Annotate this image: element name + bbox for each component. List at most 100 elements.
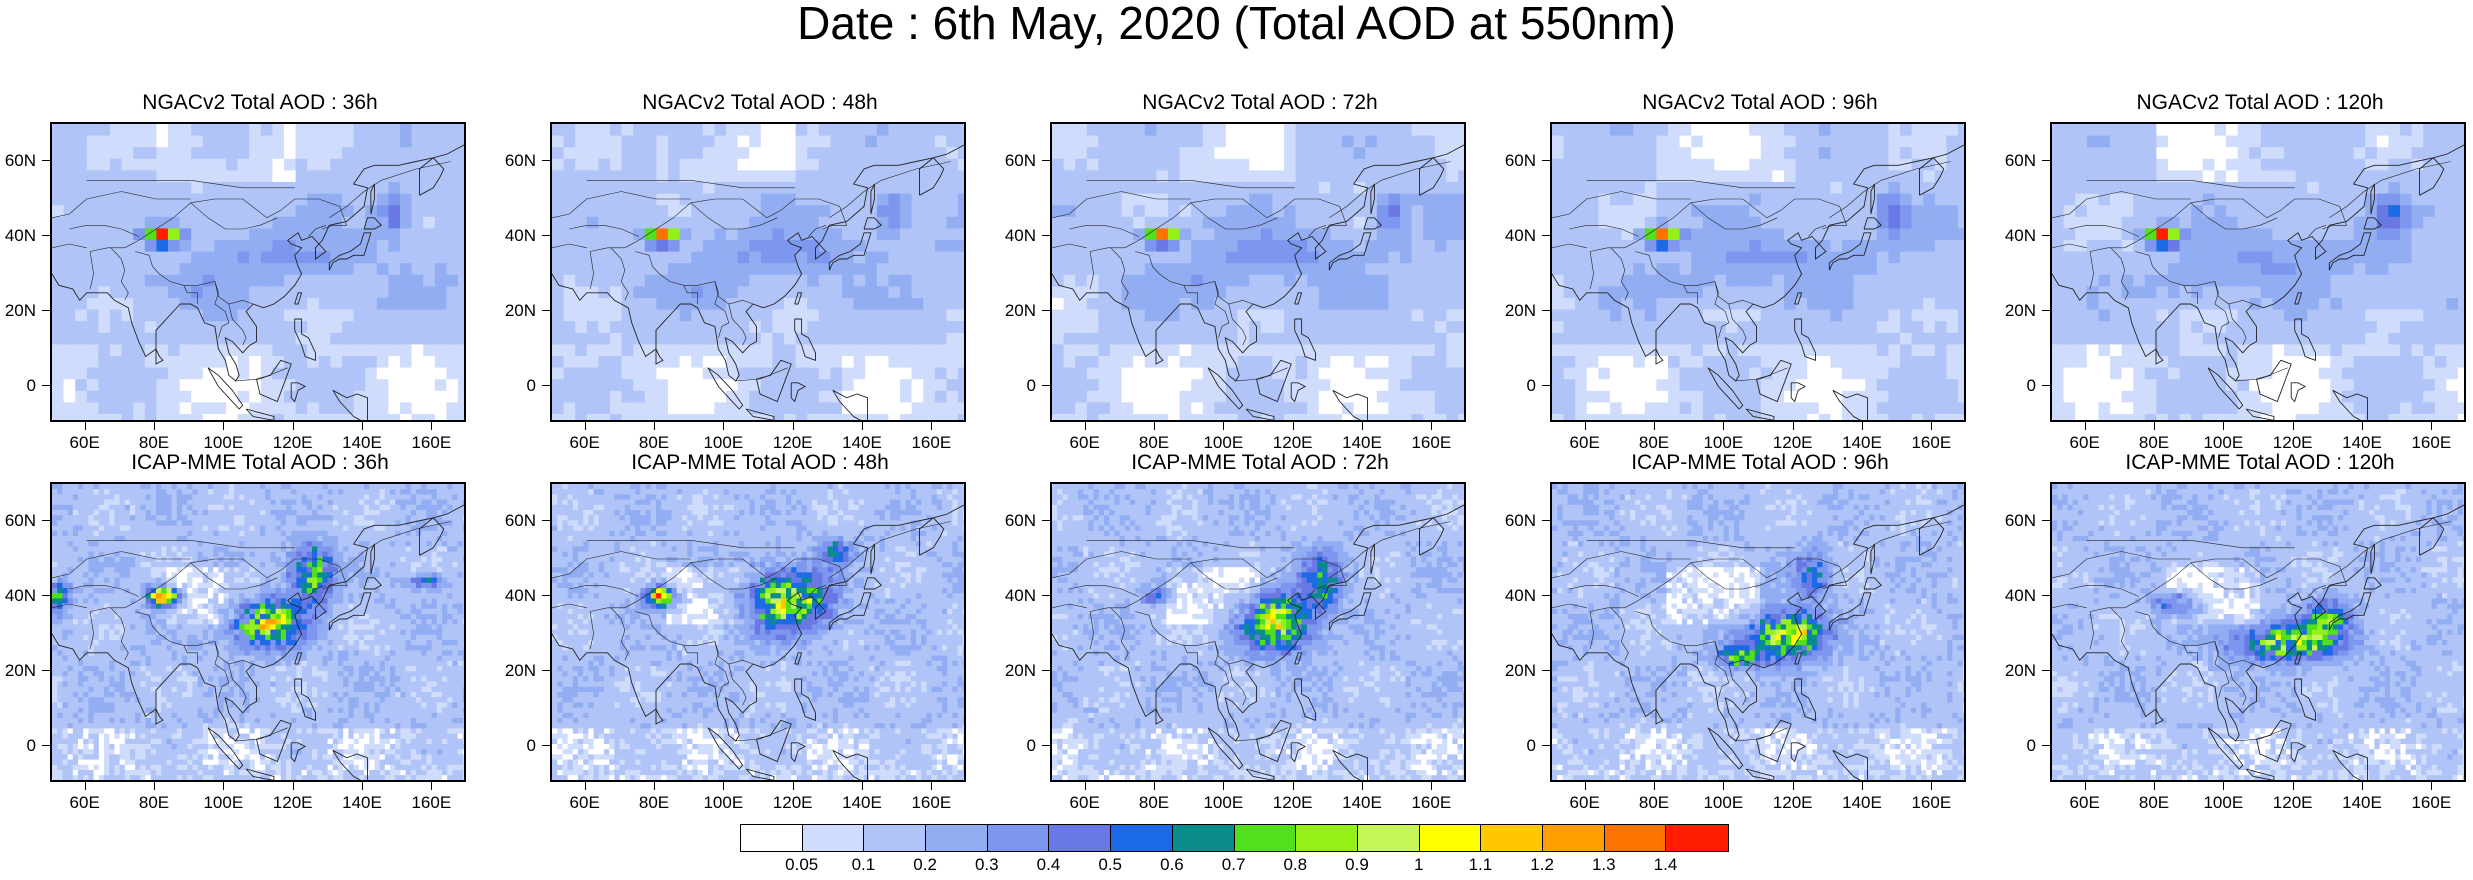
lon-tick	[431, 422, 432, 430]
lat-tick	[1042, 670, 1050, 671]
aod-field	[552, 124, 966, 422]
lon-tick	[1723, 422, 1724, 430]
lon-tick	[2431, 782, 2432, 790]
lat-tick	[42, 235, 50, 236]
lat-tick	[1542, 670, 1550, 671]
lat-tick	[1542, 595, 1550, 596]
lon-tick-label: 80E	[2124, 794, 2184, 811]
lon-tick	[1585, 782, 1586, 790]
colorbar-swatch	[1666, 825, 1728, 851]
lon-tick-label: 160E	[901, 434, 961, 451]
lon-tick	[931, 782, 932, 790]
lon-tick-label: 140E	[1832, 434, 1892, 451]
aod-map	[1552, 484, 1966, 782]
lon-tick	[2293, 782, 2294, 790]
lat-tick	[542, 160, 550, 161]
colorbar-label: 1.4	[1641, 856, 1691, 873]
colorbar-swatch	[741, 825, 803, 851]
lon-tick-label: 60E	[555, 434, 615, 451]
colorbar-swatch	[1049, 825, 1111, 851]
lat-tick-label: 40N	[500, 227, 536, 244]
lon-tick-label: 60E	[1055, 434, 1115, 451]
lat-tick-label: 0	[1500, 737, 1536, 754]
lon-tick	[1154, 782, 1155, 790]
colorbar-swatch	[864, 825, 926, 851]
aod-map	[52, 484, 466, 782]
colorbar-swatch	[1173, 825, 1235, 851]
colorbar-label: 0.6	[1147, 856, 1197, 873]
lon-tick	[723, 782, 724, 790]
lat-tick-label: 20N	[500, 662, 536, 679]
lat-tick-label: 60N	[0, 152, 36, 169]
lat-tick-label: 0	[500, 377, 536, 394]
lat-tick	[1542, 310, 1550, 311]
lon-tick-label: 100E	[1693, 434, 1753, 451]
lat-tick-label: 20N	[0, 662, 36, 679]
lon-tick	[2223, 422, 2224, 430]
aod-field	[2052, 484, 2466, 782]
lon-tick-label: 120E	[763, 434, 823, 451]
lat-tick-label: 20N	[2000, 662, 2036, 679]
lon-tick-label: 160E	[1401, 434, 1461, 451]
colorbar-label: 0.9	[1332, 856, 1382, 873]
lat-tick	[42, 745, 50, 746]
lon-tick	[2223, 782, 2224, 790]
colorbar-label: 1.2	[1517, 856, 1567, 873]
lon-tick-label: 80E	[1124, 434, 1184, 451]
map-area	[2050, 482, 2466, 782]
lon-tick	[1362, 422, 1363, 430]
lon-tick	[862, 782, 863, 790]
lat-tick	[2042, 745, 2050, 746]
lon-tick-label: 60E	[1555, 794, 1615, 811]
lon-tick	[1793, 422, 1794, 430]
lon-tick	[585, 782, 586, 790]
colorbar-label: 0.8	[1270, 856, 1320, 873]
lat-tick	[542, 520, 550, 521]
panel-title: NGACv2 Total AOD : 120h	[2050, 90, 2470, 116]
lat-tick	[1542, 520, 1550, 521]
lon-tick	[1931, 422, 1932, 430]
lon-tick-label: 120E	[1263, 434, 1323, 451]
colorbar-swatch	[1111, 825, 1173, 851]
lon-tick	[654, 422, 655, 430]
colorbar-swatch	[1420, 825, 1482, 851]
aod-field	[1552, 124, 1966, 422]
aod-map	[2052, 484, 2466, 782]
figure-title: Date : 6th May, 2020 (Total AOD at 550nm…	[0, 0, 2473, 50]
lat-tick-label: 40N	[0, 587, 36, 604]
lon-tick-label: 60E	[555, 794, 615, 811]
colorbar-swatch	[1358, 825, 1420, 851]
lon-tick	[1723, 782, 1724, 790]
lon-tick-label: 80E	[1124, 794, 1184, 811]
aod-colorbar	[740, 824, 1729, 852]
lon-tick-label: 60E	[1055, 794, 1115, 811]
lat-tick-label: 60N	[2000, 512, 2036, 529]
colorbar-label: 1.3	[1579, 856, 1629, 873]
lon-tick-label: 160E	[1401, 794, 1461, 811]
lat-tick	[2042, 385, 2050, 386]
aod-field	[2052, 124, 2466, 422]
lat-tick	[42, 595, 50, 596]
lat-tick-label: 20N	[1000, 662, 1036, 679]
lat-tick	[2042, 235, 2050, 236]
lon-tick-label: 140E	[2332, 794, 2392, 811]
aod-map	[1052, 124, 1466, 422]
lon-tick	[1654, 782, 1655, 790]
aod-field	[1052, 484, 1466, 782]
lon-tick-label: 100E	[193, 434, 253, 451]
lon-tick	[2154, 782, 2155, 790]
lon-tick-label: 120E	[263, 794, 323, 811]
lon-tick	[362, 422, 363, 430]
lon-tick-label: 80E	[624, 434, 684, 451]
lat-tick-label: 0	[1000, 737, 1036, 754]
lon-tick	[223, 782, 224, 790]
lon-tick	[793, 782, 794, 790]
lon-tick-label: 80E	[2124, 434, 2184, 451]
lon-tick	[1654, 422, 1655, 430]
lon-tick-label: 100E	[2193, 794, 2253, 811]
lon-tick-label: 140E	[332, 434, 392, 451]
lon-tick	[1223, 782, 1224, 790]
lon-tick-label: 100E	[693, 434, 753, 451]
